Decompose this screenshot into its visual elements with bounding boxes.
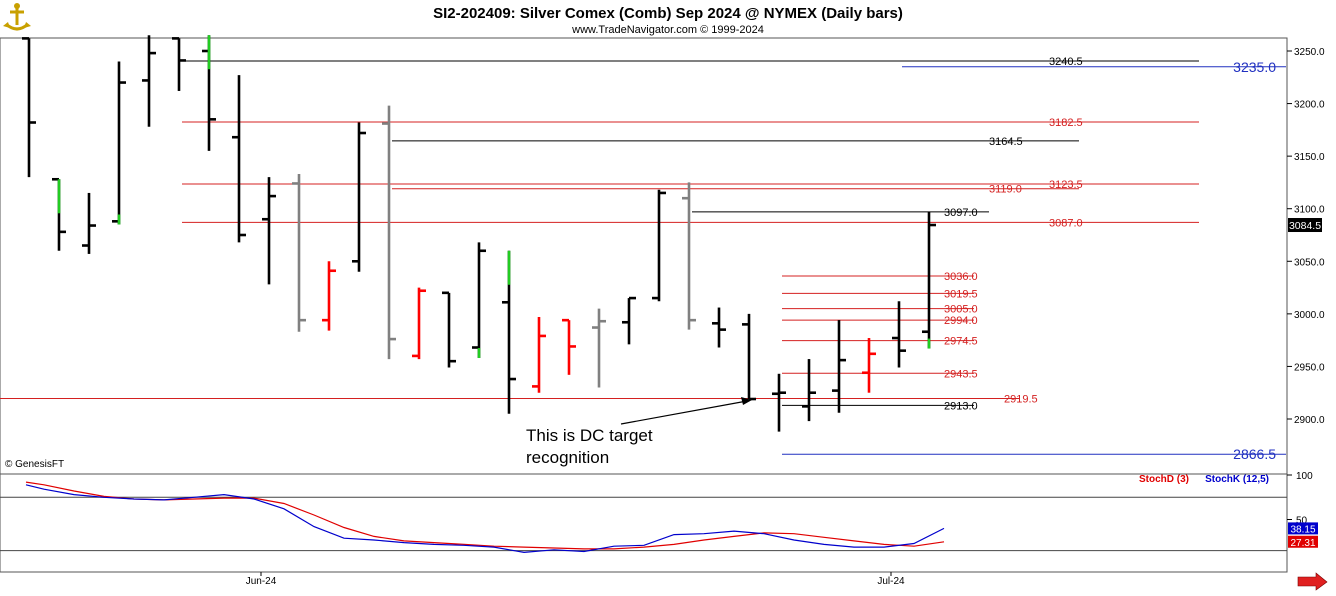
reference-label: 2943.5 bbox=[944, 368, 978, 380]
stochk-line bbox=[25, 484, 945, 554]
reference-label: 3036.0 bbox=[944, 271, 978, 283]
ohlc-bar bbox=[22, 37, 36, 178]
ohlc-bar bbox=[742, 313, 756, 401]
ohlc-bar bbox=[322, 261, 336, 331]
ohlc-bar bbox=[922, 211, 936, 349]
ohlc-bar bbox=[472, 242, 486, 359]
ohlc-bar bbox=[442, 291, 456, 368]
ohlc-bar bbox=[502, 250, 516, 414]
ohlc-bar bbox=[412, 287, 426, 360]
stochastic-levels bbox=[0, 496, 1287, 552]
ohlc-bar bbox=[352, 122, 366, 272]
annotation-arrow bbox=[620, 397, 752, 425]
reference-label: 3123.5 bbox=[1049, 179, 1083, 191]
stochastic-lines bbox=[25, 481, 945, 554]
ohlc-bar bbox=[682, 182, 696, 330]
ohlc-bar bbox=[592, 308, 606, 388]
reference-label: 2919.5 bbox=[1004, 393, 1038, 405]
reference-label: 2866.5 bbox=[1233, 446, 1276, 462]
ohlc-bar bbox=[232, 75, 246, 243]
reference-label: 3164.5 bbox=[989, 136, 1023, 148]
stoch-tick-label: 50 bbox=[1296, 516, 1308, 527]
stochastic-last-values: 27.31 38.15 bbox=[1288, 522, 1318, 549]
ohlc-bar bbox=[622, 296, 636, 345]
reference-label: 3087.0 bbox=[1049, 217, 1083, 229]
ohlc-bar bbox=[832, 320, 846, 413]
stoch-last-box bbox=[1288, 535, 1318, 548]
annotation-line-1: This is DC target bbox=[526, 426, 653, 445]
reference-label: 3182.5 bbox=[1049, 117, 1083, 129]
reference-label: 2913.0 bbox=[944, 400, 978, 412]
price-tick-label: 3200.0 bbox=[1294, 100, 1325, 111]
price-tick-label: 3150.0 bbox=[1294, 152, 1325, 163]
ohlc-bar bbox=[292, 174, 306, 332]
legend-stochk: StochK (12,5) bbox=[1205, 474, 1269, 485]
reference-label: 2994.0 bbox=[944, 315, 978, 327]
stochastic-panel bbox=[0, 473, 1288, 573]
ohlc-bar bbox=[202, 35, 216, 151]
ohlc-bar bbox=[532, 317, 546, 393]
ohlc-bar bbox=[562, 318, 576, 375]
price-axis: 3250.0 3200.0 3150.0 3100.0 3050.0 3000.0 2950… bbox=[1287, 47, 1325, 426]
price-tick-label: 2900.0 bbox=[1294, 415, 1325, 426]
ohlc-bar bbox=[802, 359, 816, 422]
watermark: © GenesisFT bbox=[5, 459, 64, 470]
reference-label: 3240.5 bbox=[1049, 56, 1083, 68]
stoch-last-label: 27.31 bbox=[1290, 538, 1315, 549]
last-price-label: 3084.5 bbox=[1289, 220, 1321, 232]
reference-label: 2974.5 bbox=[944, 336, 978, 348]
reference-label: 3097.0 bbox=[944, 207, 978, 219]
last-price-marker: 3084.5 bbox=[1288, 218, 1322, 233]
ohlc-bar bbox=[172, 37, 186, 91]
price-tick-label: 3000.0 bbox=[1294, 310, 1325, 321]
ohlc-bar bbox=[382, 105, 396, 360]
date-tick-label: Jul-24 bbox=[877, 576, 905, 587]
price-tick-label: 3250.0 bbox=[1294, 47, 1325, 58]
ohlc-bar bbox=[862, 338, 876, 393]
ohlc-bar bbox=[892, 301, 906, 368]
annotation-line-2: recognition bbox=[526, 448, 609, 467]
ohlc-bar bbox=[772, 373, 786, 432]
date-axis: Jun-24 Jul-24 bbox=[246, 572, 905, 587]
ohlc-bar bbox=[142, 35, 156, 127]
stochastic-axis: 100 50 bbox=[1287, 471, 1313, 527]
date-tick-label: Jun-24 bbox=[246, 576, 277, 587]
logo-icon bbox=[3, 3, 31, 31]
price-tick-label: 3050.0 bbox=[1294, 257, 1325, 268]
reference-lines: 3240.5 3235.0 3182.5 3164.5 3123.5 3119.0 3097… bbox=[0, 56, 1286, 462]
ohlc-bar bbox=[712, 307, 726, 348]
chart-title: SI2-202409: Silver Comex (Comb) Sep 2024… bbox=[433, 5, 903, 22]
ohlc-bar bbox=[52, 177, 66, 251]
reference-label: 3119.0 bbox=[989, 184, 1022, 196]
price-panel bbox=[0, 37, 1288, 475]
ohlc-bar bbox=[262, 177, 276, 285]
ohlc-bar bbox=[652, 189, 666, 302]
reference-label: 3235.0 bbox=[1233, 59, 1276, 75]
price-tick-label: 2950.0 bbox=[1294, 362, 1325, 373]
ohlc-bar bbox=[82, 192, 96, 254]
ohlc-bar bbox=[112, 61, 126, 225]
chart-subtitle: www.TradeNavigator.com © 1999-2024 bbox=[571, 24, 764, 36]
price-tick-label: 3100.0 bbox=[1294, 205, 1325, 216]
stoch-last-label: 38.15 bbox=[1290, 524, 1315, 535]
stoch-last-box bbox=[1288, 522, 1318, 535]
legend-stochd: StochD (3) bbox=[1139, 474, 1189, 485]
scroll-right-arrow-icon[interactable] bbox=[1297, 572, 1328, 591]
reference-label: 3005.0 bbox=[944, 304, 978, 316]
stoch-tick-label: 100 bbox=[1296, 471, 1313, 482]
ohlc-bars bbox=[22, 35, 936, 432]
reference-label: 3019.5 bbox=[944, 288, 978, 300]
